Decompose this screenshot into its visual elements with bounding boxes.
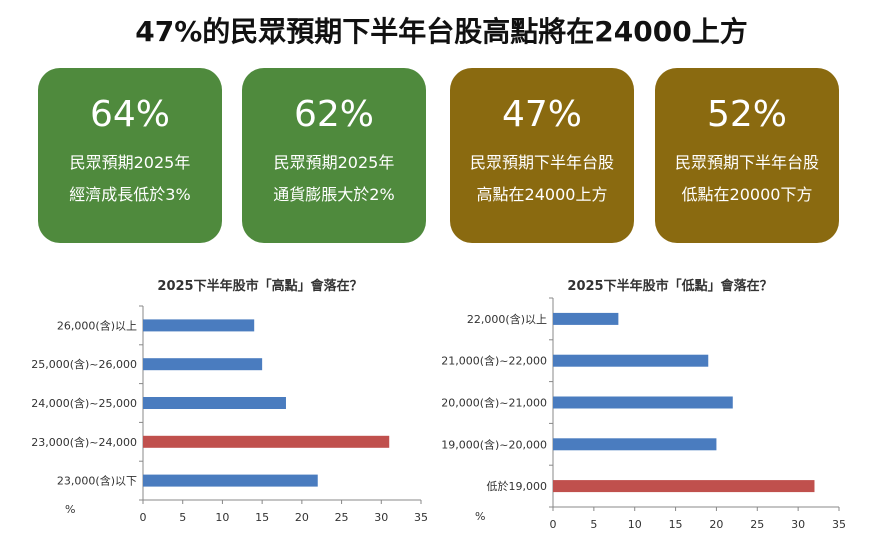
x-tick-label: 10 bbox=[628, 518, 642, 531]
card-line: 經濟成長低於3% bbox=[69, 185, 191, 204]
card-line: 高點在24000上方 bbox=[476, 185, 608, 204]
card-line: 民眾預期下半年台股 bbox=[674, 153, 819, 172]
card-value: 62% bbox=[293, 94, 374, 135]
bar bbox=[143, 358, 263, 371]
category-label: 23,000(含)以下 bbox=[57, 474, 137, 488]
card-value: 64% bbox=[89, 94, 170, 135]
category-label: 22,000(含)以上 bbox=[467, 312, 547, 326]
x-tick-label: 0 bbox=[140, 511, 147, 524]
x-tick-label: 25 bbox=[750, 518, 764, 531]
x-tick-label: 5 bbox=[590, 518, 597, 531]
category-label: 20,000(含)~21,000 bbox=[441, 396, 547, 410]
x-tick-label: 20 bbox=[709, 518, 723, 531]
category-label: 23,000(含)~24,000 bbox=[31, 435, 137, 449]
bar bbox=[143, 397, 286, 409]
card-value: 47% bbox=[501, 94, 582, 135]
x-tick-label: 35 bbox=[414, 511, 428, 524]
page-title: 47%的民眾預期下半年台股高點將在24000上方 bbox=[135, 15, 748, 48]
category-label: 24,000(含)~25,000 bbox=[31, 396, 137, 410]
bar bbox=[143, 319, 255, 332]
card-line: 民眾預期2025年 bbox=[69, 153, 191, 172]
stat-card-economy: 64% 民眾預期2025年 經濟成長低於3% bbox=[38, 68, 222, 243]
card-line: 民眾預期2025年 bbox=[273, 153, 395, 172]
category-label: 25,000(含)~26,000 bbox=[31, 357, 137, 371]
stat-card-low: 52% 民眾預期下半年台股 低點在20000下方 bbox=[655, 68, 839, 243]
category-label: 19,000(含)~20,000 bbox=[441, 437, 547, 451]
card-line: 通貨膨脹大於2% bbox=[273, 185, 395, 204]
x-tick-label: 0 bbox=[550, 518, 557, 531]
category-label: 21,000(含)~22,000 bbox=[441, 354, 547, 368]
bar bbox=[553, 312, 619, 325]
bar bbox=[553, 396, 733, 409]
chart-title-low: 2025下半年股市「低點」會落在？ bbox=[567, 279, 773, 294]
bar bbox=[143, 435, 390, 448]
bar bbox=[143, 474, 318, 487]
x-tick-label: 30 bbox=[374, 511, 388, 524]
x-tick-label: 15 bbox=[255, 511, 269, 524]
category-label: 低於19,000 bbox=[487, 479, 548, 493]
card-value: 52% bbox=[706, 94, 787, 135]
card-line: 民眾預期下半年台股 bbox=[469, 153, 614, 172]
x-axis-label: % bbox=[65, 503, 75, 516]
chart-title-high: 2025下半年股市「高點」會落在？ bbox=[157, 279, 363, 294]
x-tick-label: 35 bbox=[832, 518, 846, 531]
x-tick-label: 25 bbox=[335, 511, 349, 524]
card-line: 低點在20000下方 bbox=[681, 185, 813, 204]
bar bbox=[553, 480, 815, 493]
x-tick-label: 30 bbox=[791, 518, 805, 531]
stat-card-inflation: 62% 民眾預期2025年 通貨膨脹大於2% bbox=[242, 68, 426, 243]
bar bbox=[553, 354, 709, 367]
x-tick-label: 20 bbox=[295, 511, 309, 524]
category-label: 26,000(含)以上 bbox=[57, 318, 137, 332]
x-tick-label: 15 bbox=[669, 518, 683, 531]
stat-card-high: 47% 民眾預期下半年台股 高點在24000上方 bbox=[450, 68, 634, 243]
x-tick-label: 5 bbox=[179, 511, 186, 524]
x-tick-label: 10 bbox=[215, 511, 229, 524]
x-axis-label: % bbox=[475, 510, 485, 523]
bar bbox=[553, 438, 717, 451]
